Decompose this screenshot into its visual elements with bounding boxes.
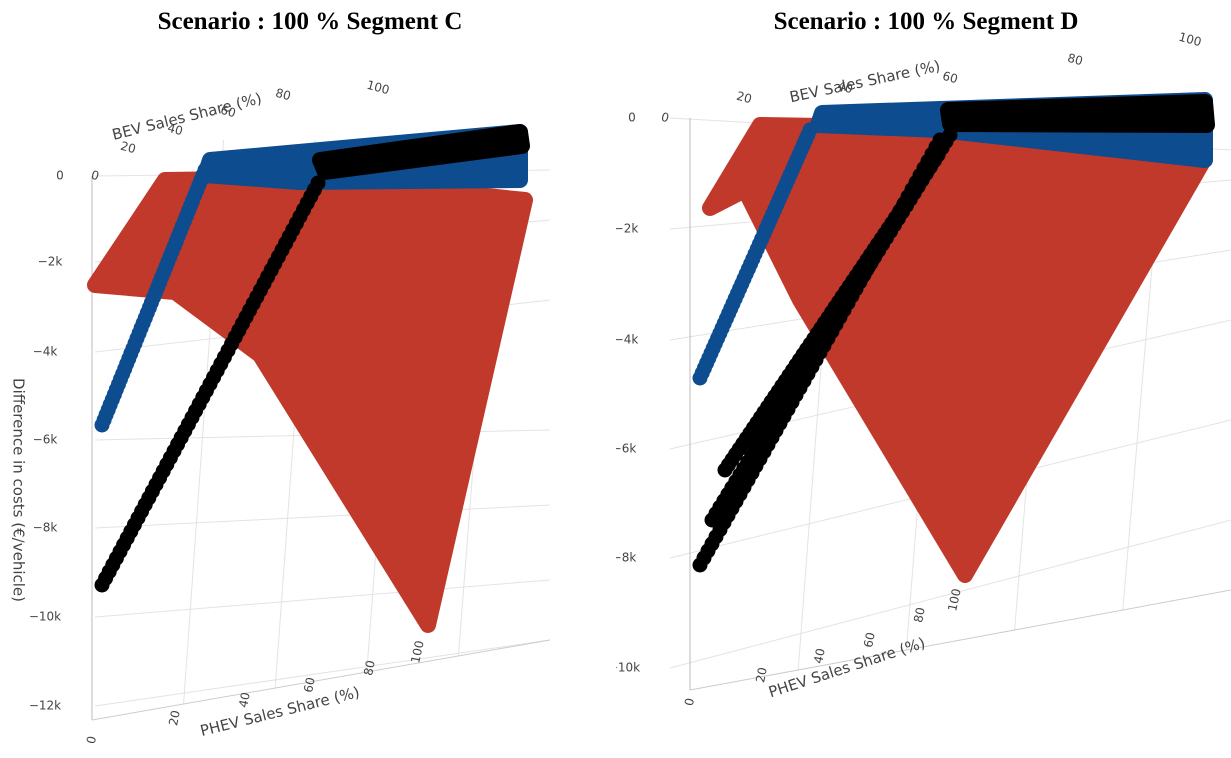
y-tick-label: 80 <box>1066 51 1084 68</box>
grid-line <box>669 519 1231 669</box>
series-black-point <box>930 147 946 163</box>
z-tick-label: −10k <box>616 661 640 675</box>
x-tick-label: 80 <box>911 606 928 624</box>
x-axis-title: PHEV Sales Share (%) <box>766 634 927 702</box>
x-tick-label: 20 <box>753 666 770 684</box>
plot-3d-segment-d[interactable]: 0 −2k −4k −6k −8k −10k 0 20 40 60 80 100 0 20 40 60 80 10… <box>616 0 1231 758</box>
z-tick-label: −6k <box>33 433 58 447</box>
y-tick-label: 20 <box>735 89 753 106</box>
y-tick-label: 60 <box>219 103 237 120</box>
z-tick-label: −4k <box>616 333 638 347</box>
series-blue-point <box>802 122 818 138</box>
series-black-point <box>512 124 528 140</box>
x-tick-label: 100 <box>945 587 963 612</box>
z-tick-label: 0 <box>56 169 64 183</box>
grid-line <box>94 504 551 529</box>
y-axis-title: BEV Sales Share (%) <box>788 57 942 107</box>
z-tick-label: −2k <box>616 222 638 236</box>
chart-title: Scenario : 100 % Segment D <box>773 8 1079 35</box>
y-tick-label: 0 <box>90 168 101 184</box>
x-axis-title: PHEV Sales Share (%) <box>198 683 361 740</box>
z-tick-label: 0 <box>628 111 636 125</box>
z-axis-title: Difference in costs (€/vehicle) <box>10 378 28 602</box>
y-tick-label: 100 <box>365 78 391 97</box>
x-tick-label: 80 <box>361 659 378 677</box>
x-tick-label: 20 <box>166 709 183 727</box>
y-tick-label: 40 <box>836 79 854 96</box>
x-tick-label: 40 <box>811 647 828 665</box>
grid-line <box>94 579 551 618</box>
z-tick-label: −4k <box>33 345 58 359</box>
series-black-point <box>1197 94 1213 110</box>
plot-area: 0 −2k −4k −6k −8k −10k −12k 0 20 40 60 80 100 0 20 40 60… <box>10 78 551 745</box>
x-axis-line <box>689 589 1231 691</box>
series-red-surface <box>87 170 533 633</box>
y-tick-label: 60 <box>941 69 959 86</box>
series-blue-point <box>197 162 213 178</box>
grid-line <box>94 639 551 707</box>
x-tick-label: 0 <box>682 697 697 707</box>
z-tick-label: −2k <box>38 255 63 269</box>
z-tick-label: −8k <box>616 551 636 565</box>
y-tick-label: 20 <box>119 139 137 156</box>
x-tick-label: 60 <box>861 631 878 649</box>
z-tick-label: −8k <box>33 521 58 535</box>
z-tick-label: −6k <box>616 442 636 456</box>
x-tick-label: 100 <box>408 639 426 664</box>
y-axis-title: BEV Sales Share (%) <box>110 89 263 144</box>
z-tick-label: −10k <box>29 610 61 624</box>
chart-title: Scenario : 100 % Segment C <box>157 8 463 35</box>
chart-panel-segment-c: Scenario : 100 % Segment C 0 −2k −4k −6k −8k… <box>0 0 615 758</box>
z-tick-label: −12k <box>29 699 61 713</box>
y-tick-label: 100 <box>1177 30 1203 49</box>
plot-3d-segment-c[interactable]: 0 −2k −4k −6k −8k −10k −12k 0 20 40 60 80 100 0 20 40 60… <box>0 0 615 758</box>
x-tick-label: 60 <box>301 676 318 694</box>
y-tick-label: 80 <box>274 86 292 103</box>
x-axis-line <box>91 639 551 721</box>
y-tick-label: 0 <box>660 110 671 126</box>
x-tick-label: 0 <box>84 735 99 745</box>
series-red-surface <box>702 117 1213 583</box>
y-tick-label: 40 <box>166 121 184 138</box>
chart-panel-segment-d: Scenario : 100 % Segment D 0 −2k −4k −6k −8k… <box>616 0 1231 758</box>
x-tick-label: 40 <box>236 691 253 709</box>
plot-area: 0 −2k −4k −6k −8k −10k 0 20 40 60 80 100 0 20 40 60 80 10… <box>616 30 1231 707</box>
